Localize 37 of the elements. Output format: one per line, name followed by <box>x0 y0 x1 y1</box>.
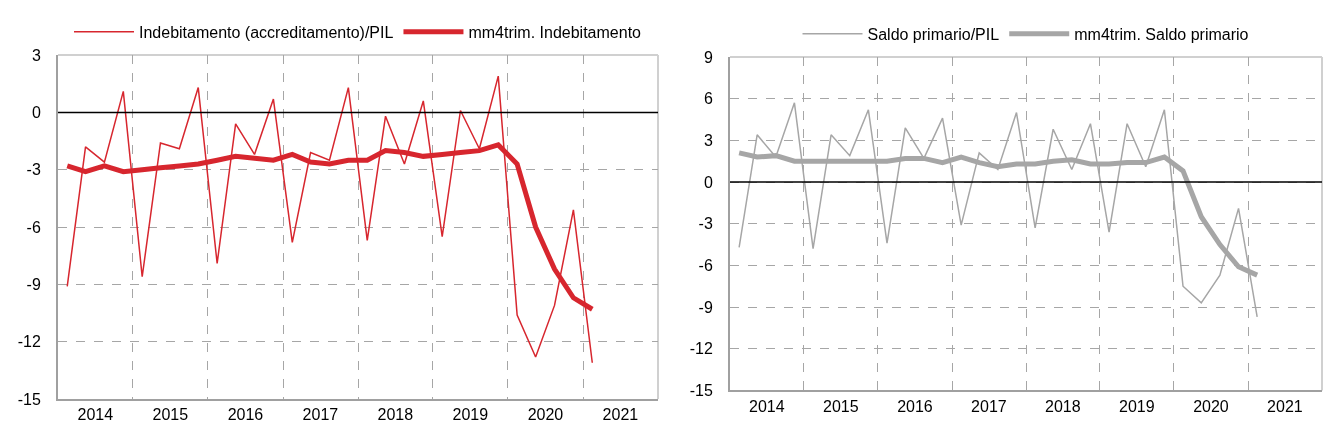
x-tick-label: 2021 <box>1267 397 1303 415</box>
y-tick-label: -3 <box>698 215 713 233</box>
y-tick-label: -15 <box>17 390 41 408</box>
x-tick-label: 2016 <box>897 397 933 415</box>
y-tick-label: -6 <box>26 218 41 236</box>
x-tick-label: 2018 <box>1045 397 1081 415</box>
x-tick-label: 2021 <box>602 406 639 424</box>
y-tick-label: -3 <box>26 161 41 179</box>
x-tick-label: 2014 <box>77 406 114 424</box>
line-series <box>66 75 594 364</box>
x-tick-label: 2020 <box>1193 397 1229 415</box>
y-tick-label: 3 <box>31 46 41 64</box>
x-tick-label: 2014 <box>749 397 785 415</box>
y-tick-label: -6 <box>698 256 713 274</box>
y-tick-label: 3 <box>703 131 713 149</box>
y-tick-label: 6 <box>703 90 713 108</box>
y-tick-label: -12 <box>689 340 713 358</box>
x-tick-label: 2017 <box>302 406 339 424</box>
y-tick-label: -12 <box>17 333 41 351</box>
x-tick-label: 2015 <box>152 406 189 424</box>
x-tick-label: 2019 <box>1119 397 1155 415</box>
x-tick-label: 2015 <box>823 397 859 415</box>
x-tick-label: 2016 <box>227 406 264 424</box>
y-tick-label: 9 <box>703 48 713 66</box>
x-tick-label: 2020 <box>527 406 564 424</box>
y-tick-label: -9 <box>26 276 41 293</box>
x-tick-label: 2019 <box>452 406 489 424</box>
y-tick-label: 0 <box>703 173 713 191</box>
legend-label: mm4trim. Indebitamento <box>468 23 642 41</box>
x-tick-label: 2017 <box>971 397 1007 415</box>
legend-label: Indebitamento (accreditamento)/PIL <box>139 23 394 41</box>
y-tick-label: -9 <box>698 298 713 316</box>
legend-label: mm4trim. Saldo primario <box>1074 25 1249 43</box>
legend-label: Saldo primario/PIL <box>867 25 1000 43</box>
x-tick-label: 2018 <box>377 406 414 424</box>
y-tick-label: -15 <box>689 382 713 400</box>
y-tick-label: 0 <box>31 104 41 122</box>
